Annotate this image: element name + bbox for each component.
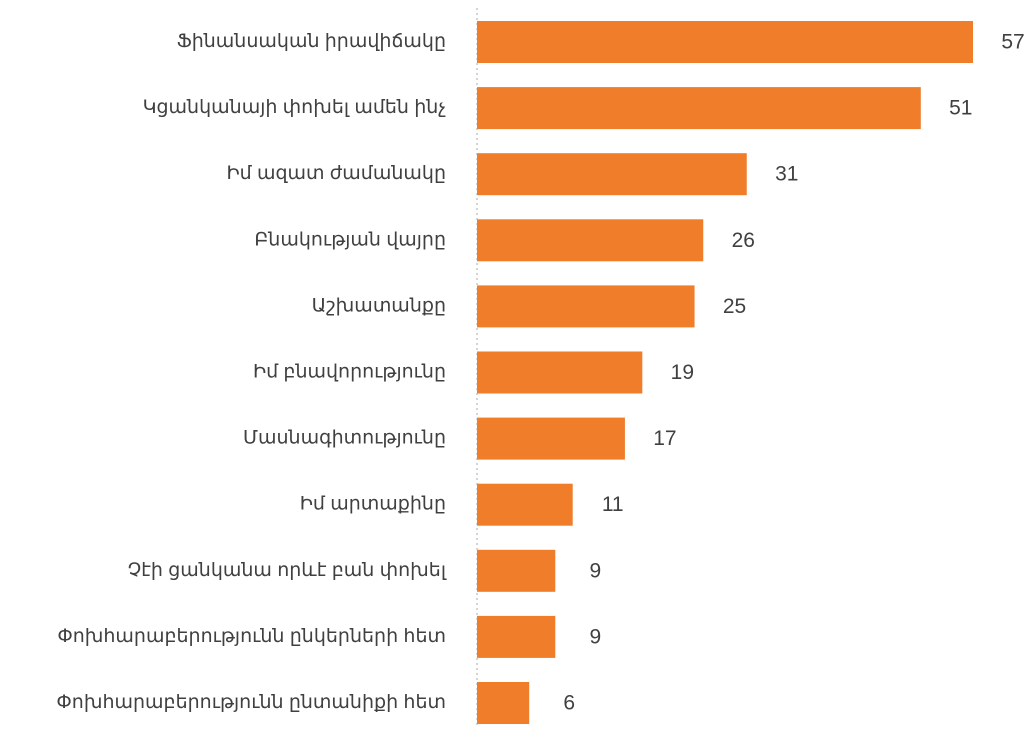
category-label: Իմ ազատ ժամանակը: [227, 163, 447, 184]
bar: [477, 417, 625, 460]
category-label: Իմ արտաքինը: [300, 494, 446, 515]
category-label: Մասնագիտությունը: [243, 428, 446, 449]
bar: [477, 219, 704, 262]
category-label: Փոխհարաբերությունն ընկերների հետ: [57, 626, 446, 647]
bar: [477, 682, 530, 724]
value-label: 31: [775, 163, 798, 186]
value-label: 26: [732, 229, 755, 252]
category-label: Ֆինանսական իրավիճակը: [177, 31, 446, 52]
bar: [477, 615, 556, 658]
value-label: 11: [602, 493, 624, 516]
value-label: 19: [671, 361, 694, 384]
value-label: 17: [653, 427, 676, 450]
bar: [477, 87, 921, 130]
category-label: Իմ բնավորությունը: [253, 362, 446, 383]
value-label: 57: [1001, 31, 1024, 54]
category-label: Չէի ցանկանա որևէ բան փոխել: [128, 560, 447, 581]
bar: [477, 153, 747, 196]
bar: [477, 21, 973, 63]
bar: [477, 351, 643, 394]
bar: [477, 483, 573, 526]
value-label: 9: [589, 559, 601, 582]
value-label: 51: [949, 97, 972, 120]
value-label: 9: [589, 625, 601, 648]
category-label: Աշխատանքը: [312, 295, 446, 316]
value-label: 25: [723, 295, 746, 318]
bar: [477, 285, 695, 328]
category-label: Բնակության վայրը: [254, 229, 446, 250]
category-label: Կցանկանայի փոխել ամեն ինչ: [143, 97, 447, 118]
value-label: 6: [563, 692, 575, 715]
bar: [477, 549, 556, 592]
category-label: Փոխհարաբերությունն ընտանիքի հետ: [56, 692, 446, 713]
